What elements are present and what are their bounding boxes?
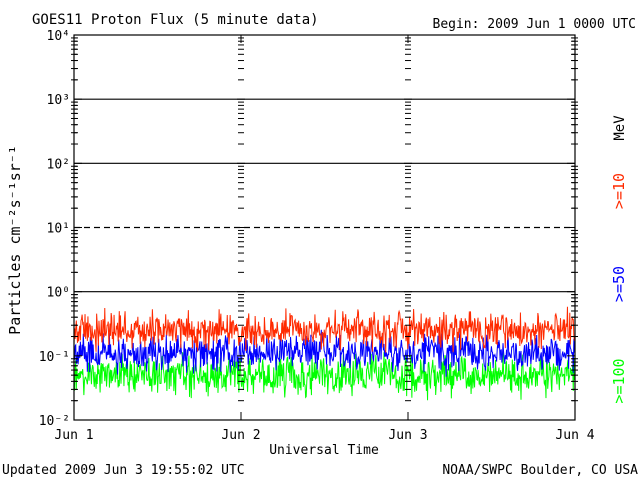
x-axis-label: Universal Time <box>269 443 379 458</box>
x-tick-label: Jun 2 <box>221 428 260 443</box>
x-tick-label: Jun 4 <box>555 428 594 443</box>
series-line <box>73 329 576 377</box>
legend-units: MeV <box>612 115 628 141</box>
chart-title: GOES11 Proton Flux (5 minute data) <box>32 12 319 28</box>
y-tick-label: 10⁰ <box>47 286 70 301</box>
y-tick-label: 10³ <box>47 93 70 108</box>
legend-ge10: >=10 <box>610 173 628 209</box>
y-tick-label: 10⁻¹ <box>39 350 70 365</box>
y-tick-label: 10⁴ <box>47 29 70 44</box>
plot-frame <box>73 34 576 421</box>
x-tick-label: Jun 3 <box>388 428 427 443</box>
x-tick-label: Jun 1 <box>54 428 93 443</box>
begin-label: Begin: 2009 Jun 1 0000 UTC <box>433 17 637 32</box>
y-tick-label: 10² <box>47 157 70 172</box>
legend-ge50: >=50 <box>610 266 628 302</box>
y-tick-label: 10⁻² <box>39 414 70 429</box>
series-line <box>73 350 576 401</box>
source-label: NOAA/SWPC Boulder, CO USA <box>442 463 638 478</box>
series-line <box>73 306 576 353</box>
y-tick-label: 10¹ <box>47 222 70 237</box>
updated-label: Updated 2009 Jun 3 19:55:02 UTC <box>2 463 245 478</box>
y-axis-label: Particles cm⁻²s⁻¹sr⁻¹ <box>6 145 24 335</box>
legend-ge100: >=100 <box>610 358 628 403</box>
